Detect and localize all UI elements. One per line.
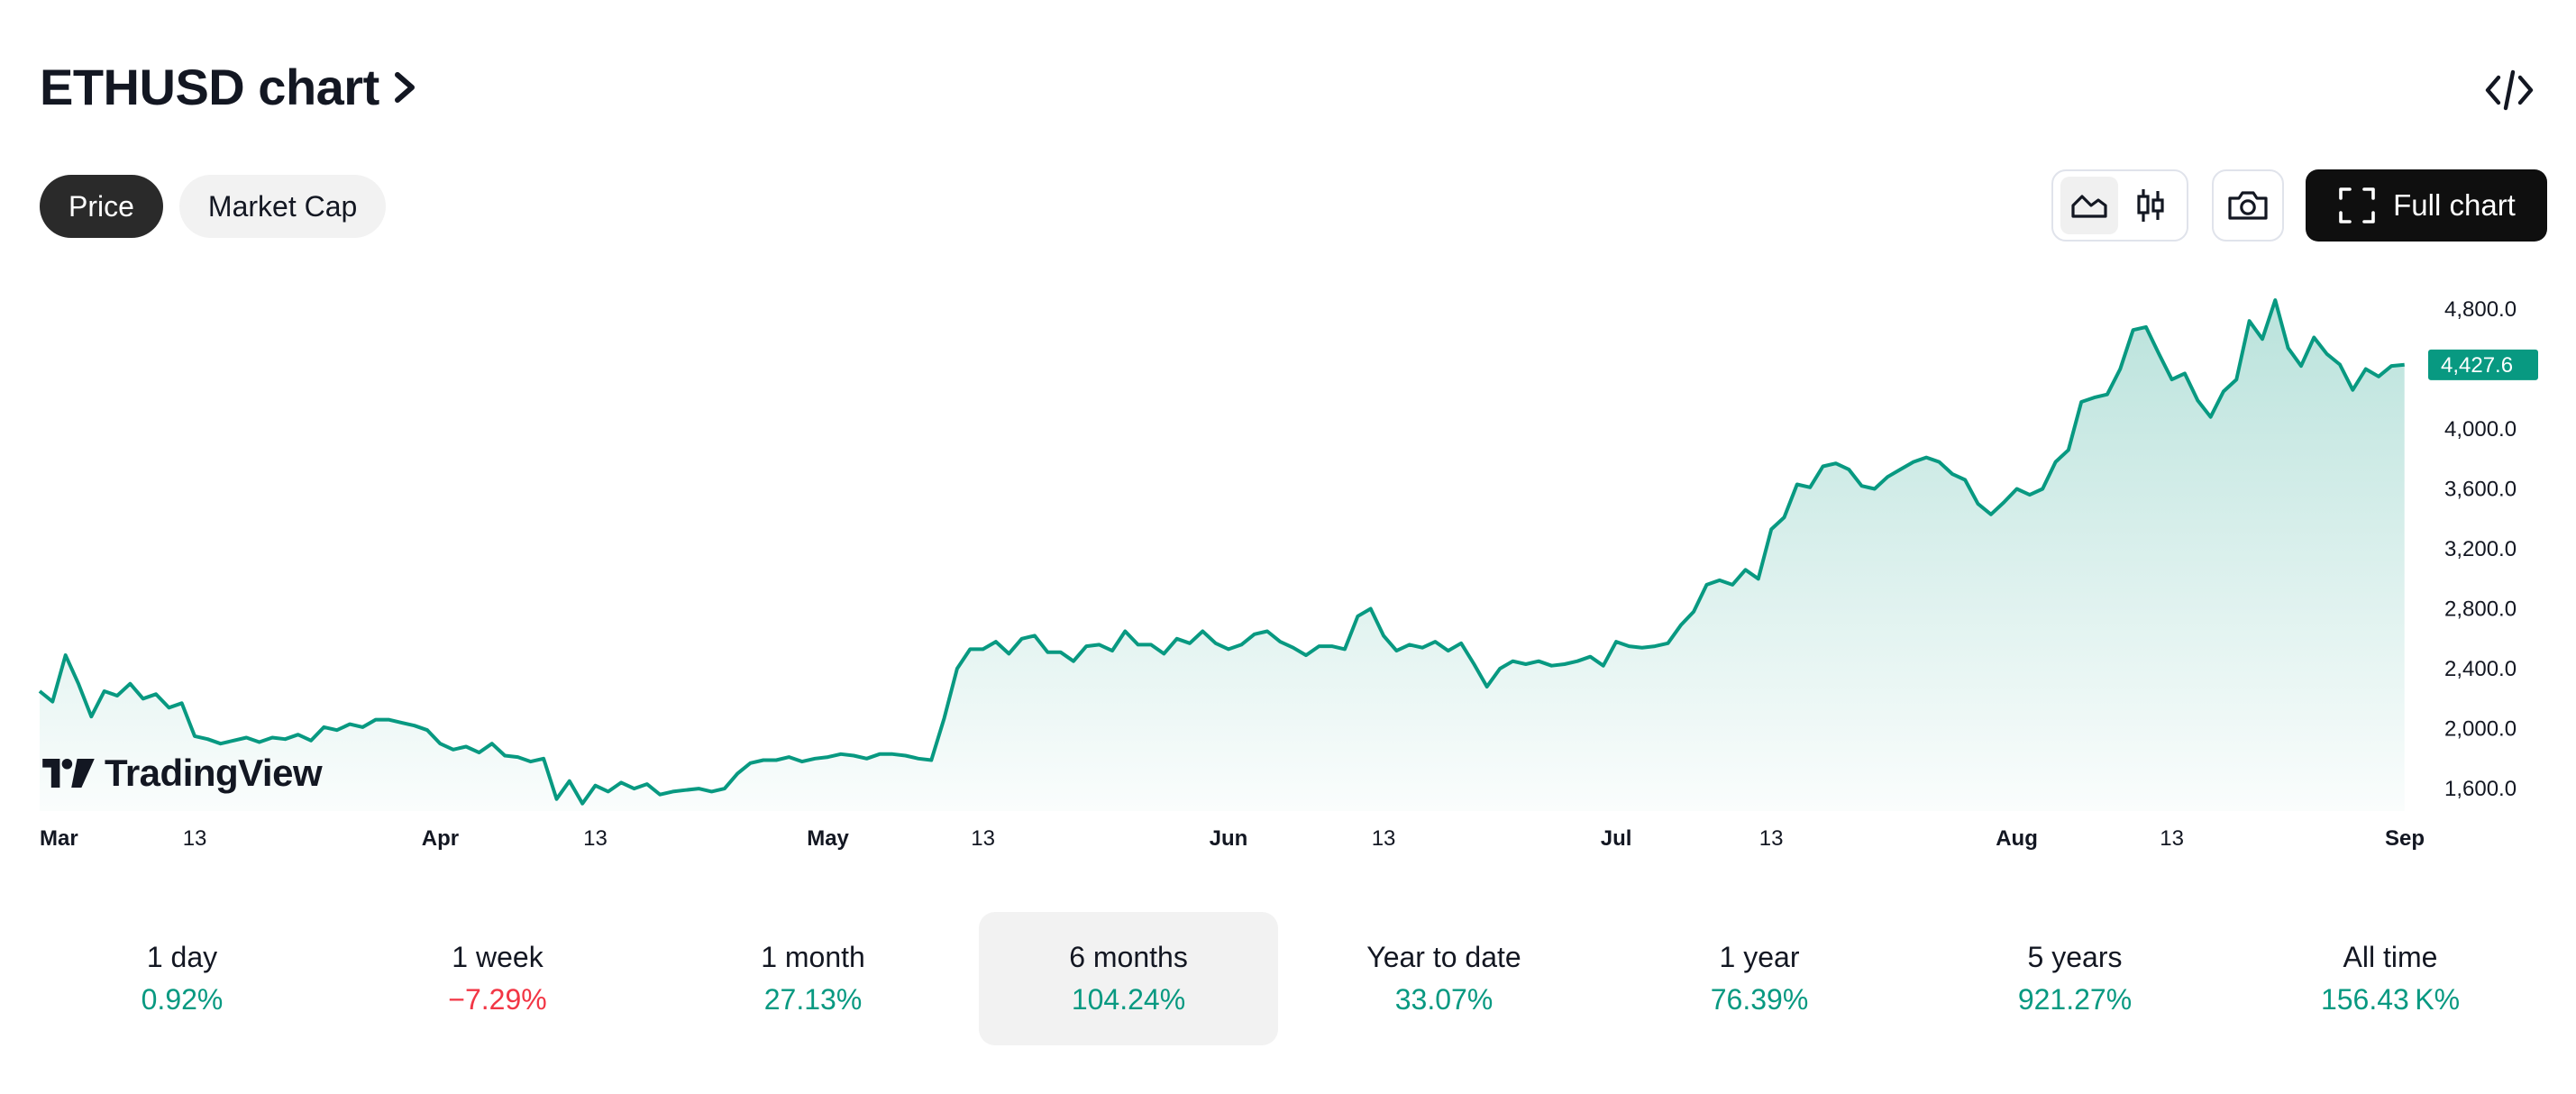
chart-style-group — [2051, 169, 2188, 242]
x-tick-label: Jun — [1210, 826, 1248, 851]
period-label: 5 years — [2027, 941, 2123, 973]
period-label: 1 week — [452, 941, 544, 973]
x-axis: Mar 13 Apr 13 May 13 Jun 13 Jul 13 Aug 13 Sep — [40, 826, 2425, 851]
period-label: Year to date — [1366, 941, 1521, 973]
period-change-value: 921.27% — [2017, 983, 2133, 1016]
price-series-line — [38, 298, 2405, 806]
x-tick-label: 13 — [1759, 826, 1784, 851]
area-chart-icon — [2071, 195, 2107, 218]
period-change-value: 76.39% — [1710, 983, 1809, 1016]
price-chart[interactable]: 4,800.0 4,000.0 3,600.0 3,200.0 2,800.0 2,400… — [0, 270, 2576, 865]
fullscreen-icon — [2339, 187, 2375, 223]
period-change-value: −7.29% — [448, 983, 547, 1016]
y-tick-label: 3,600.0 — [2444, 477, 2517, 501]
tab-market-cap[interactable]: Market Cap — [178, 175, 387, 238]
x-tick-label: 13 — [2160, 826, 2184, 851]
chevron-right-icon — [394, 71, 415, 103]
price-area-fill — [40, 300, 2405, 811]
page-title: ETHUSD chart — [40, 59, 379, 115]
period-all-time[interactable]: All time 156.43 K% — [2241, 912, 2540, 1045]
x-tick-label: Jul — [1601, 826, 1632, 851]
period-label: 1 day — [146, 941, 218, 973]
tradingview-logo-icon — [42, 759, 95, 788]
performance-periods: 1 day 0.92% 1 week −7.29% 1 month 27.13% 6 mon… — [32, 912, 2540, 1045]
period-1-year[interactable]: 1 year 76.39% — [1610, 912, 1909, 1045]
period-1-week[interactable]: 1 week −7.29% — [348, 912, 647, 1045]
candles-style-button[interactable] — [2122, 177, 2179, 234]
y-tick-label: 2,000.0 — [2444, 717, 2517, 742]
x-tick-label: Sep — [2385, 826, 2425, 851]
last-price-badge — [2428, 349, 2538, 380]
y-tick-label: 1,600.0 — [2444, 777, 2517, 801]
y-tick-label: 2,400.0 — [2444, 657, 2517, 681]
area-style-button[interactable] — [2060, 177, 2118, 234]
period-change-value: 0.92% — [141, 983, 224, 1016]
x-tick-label: Mar — [40, 826, 78, 851]
candles-icon — [2137, 189, 2164, 222]
x-tick-label: 13 — [1372, 826, 1396, 851]
period-1-month[interactable]: 1 month 27.13% — [663, 912, 963, 1045]
embed-code-icon[interactable] — [2484, 67, 2535, 114]
x-tick-label: May — [807, 826, 849, 851]
period-change-value: 104.24% — [1071, 983, 1186, 1016]
y-tick-label: 2,800.0 — [2444, 597, 2517, 622]
x-tick-label: Apr — [422, 826, 459, 851]
tradingview-logo[interactable]: TradingView — [41, 752, 323, 795]
x-tick-label: 13 — [971, 826, 995, 851]
period-6-months[interactable]: 6 months 104.24% — [979, 912, 1278, 1045]
period-year-to-date[interactable]: Year to date 33.07% — [1294, 912, 1594, 1045]
period-1-day[interactable]: 1 day 0.92% — [32, 912, 332, 1045]
period-label: 6 months — [1069, 941, 1188, 973]
period-5-years[interactable]: 5 years 921.27% — [1925, 912, 2224, 1045]
tab-price[interactable]: Price — [40, 175, 163, 238]
y-tick-label: 3,200.0 — [2444, 537, 2517, 561]
full-chart-label: Full chart — [2393, 188, 2516, 222]
y-axis: 4,800.0 4,000.0 3,600.0 3,200.0 2,800.0 2,400… — [2444, 297, 2517, 801]
chart-title-link[interactable]: ETHUSD chart — [40, 58, 417, 116]
data-type-tabs: Price Market Cap — [40, 175, 387, 238]
period-change-value: 27.13% — [763, 983, 863, 1016]
y-tick-label: 4,800.0 — [2444, 297, 2517, 322]
last-price-marker: 4,427.6 — [2428, 349, 2538, 380]
camera-icon — [2228, 191, 2268, 220]
period-label: 1 month — [761, 941, 865, 973]
tradingview-wordmark: TradingView — [105, 752, 323, 794]
period-label: All time — [2343, 941, 2438, 973]
x-tick-label: Aug — [1996, 826, 2038, 851]
period-change-value: 33.07% — [1394, 983, 1494, 1016]
full-chart-button[interactable]: Full chart — [2306, 169, 2547, 242]
last-price-label: 4,427.6 — [2441, 353, 2513, 378]
x-tick-label: 13 — [183, 826, 207, 851]
period-change-value: 156.43 K% — [2320, 983, 2461, 1016]
snapshot-button[interactable] — [2212, 169, 2284, 242]
y-tick-label: 4,000.0 — [2444, 417, 2517, 442]
period-label: 1 year — [1719, 941, 1800, 973]
x-tick-label: 13 — [583, 826, 607, 851]
